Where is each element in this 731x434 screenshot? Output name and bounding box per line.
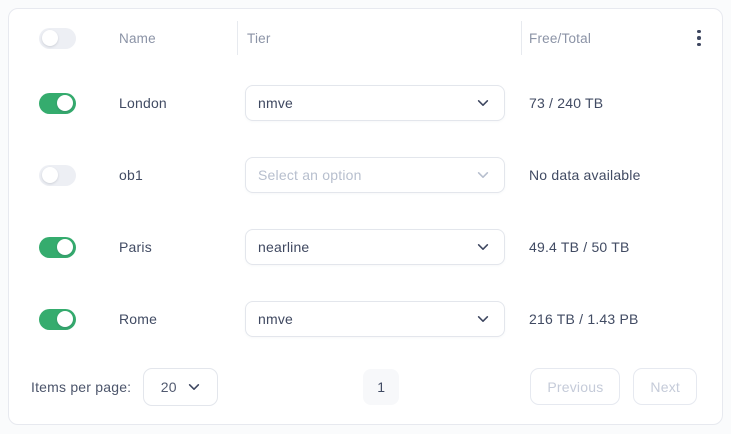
column-divider	[237, 21, 238, 55]
tier-select-value: Select an option	[258, 167, 362, 183]
table-row: London nmve 73 / 240 TB	[9, 67, 722, 139]
tier-select[interactable]: nmve	[245, 301, 505, 337]
chevron-down-icon	[477, 100, 489, 106]
tier-select[interactable]: nmve	[245, 85, 505, 121]
row-name: Rome	[119, 311, 158, 327]
row-name: London	[119, 95, 167, 111]
toggle-knob	[42, 167, 58, 183]
row-toggle[interactable]	[39, 164, 76, 186]
row-name: ob1	[119, 167, 143, 183]
free-total-value: 216 TB / 1.43 PB	[529, 311, 639, 327]
toggle-knob	[57, 95, 73, 111]
free-total-value: No data available	[529, 167, 641, 183]
table-row: Paris nearline 49.4 TB / 50 TB	[9, 211, 722, 283]
chevron-down-icon	[477, 316, 489, 322]
items-per-page-value: 20	[160, 378, 177, 395]
table-row: ob1 Select an option No data available	[9, 139, 722, 211]
tier-select-value: nmve	[258, 311, 294, 327]
row-name: Paris	[119, 239, 152, 255]
chevron-down-icon	[477, 244, 489, 250]
chevron-down-icon	[188, 383, 199, 390]
toggle-knob	[57, 239, 73, 255]
tier-select-value: nearline	[258, 239, 310, 255]
data-table-card: Name Tier Free/Total London nmve 73 / 24…	[8, 8, 723, 425]
tier-select[interactable]: nearline	[245, 229, 505, 265]
row-toggle[interactable]	[39, 236, 76, 258]
row-toggle[interactable]	[39, 92, 76, 114]
previous-page-button[interactable]: Previous	[530, 368, 621, 405]
column-divider	[521, 21, 522, 55]
toggle-knob	[57, 311, 73, 327]
chevron-down-icon	[477, 172, 489, 178]
items-per-page-label: Items per page:	[31, 378, 132, 395]
tier-select-value: nmve	[258, 95, 294, 111]
next-page-button[interactable]: Next	[633, 368, 697, 405]
free-total-value: 49.4 TB / 50 TB	[529, 239, 630, 255]
free-total-value: 73 / 240 TB	[529, 95, 604, 111]
table-footer: Items per page: 20 1 Previous Next	[9, 355, 722, 424]
row-toggle[interactable]	[39, 308, 76, 330]
toggle-knob	[42, 30, 58, 46]
table-row: Rome nmve 216 TB / 1.43 PB	[9, 283, 722, 355]
table-options-kebab-icon[interactable]	[693, 26, 705, 51]
column-header-name: Name	[119, 30, 156, 46]
tier-select[interactable]: Select an option	[245, 157, 505, 193]
select-all-toggle[interactable]	[39, 27, 76, 49]
table-header: Name Tier Free/Total	[9, 9, 722, 67]
items-per-page-select[interactable]: 20	[143, 367, 219, 406]
column-header-free-total: Free/Total	[529, 30, 592, 46]
page-number-button[interactable]: 1	[363, 368, 400, 405]
column-header-tier: Tier	[247, 30, 271, 46]
